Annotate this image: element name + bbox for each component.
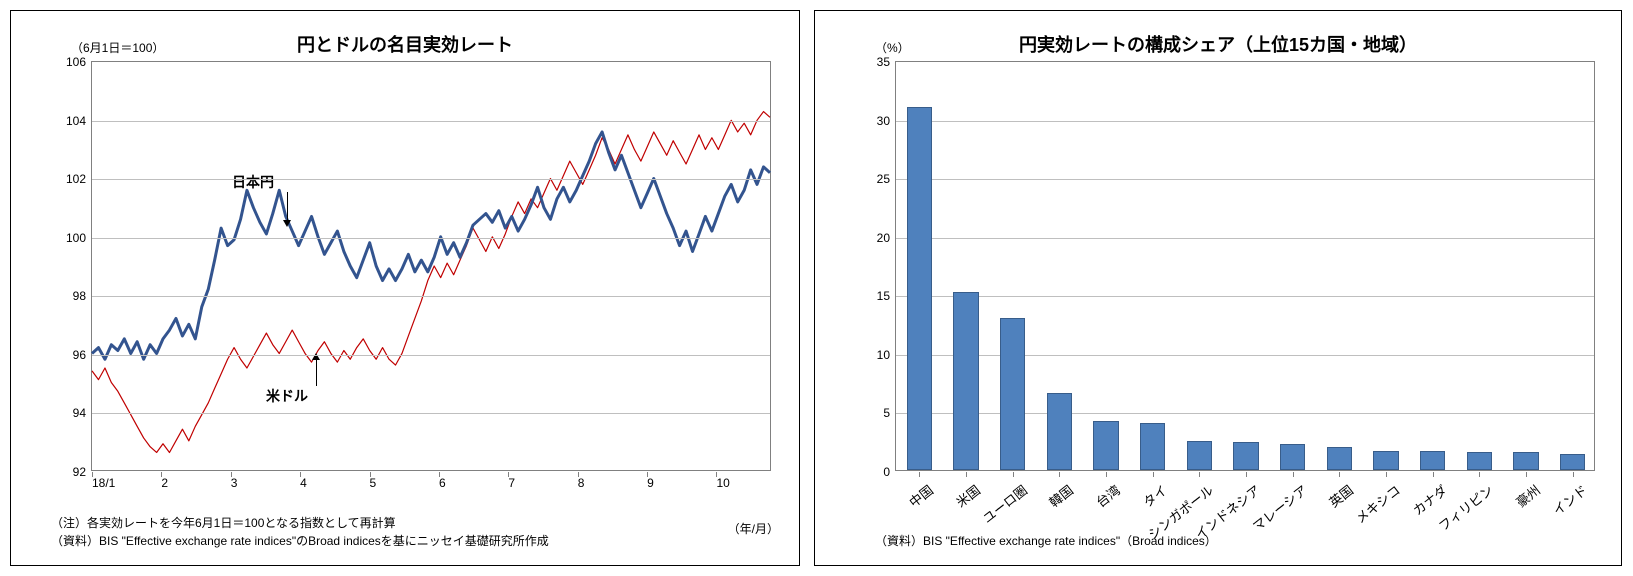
usd-series-label: 米ドル: [266, 386, 308, 406]
ytick-label: 25: [877, 172, 896, 186]
bar: [1513, 452, 1539, 470]
bar: [1560, 454, 1586, 470]
ytick-label: 5: [883, 406, 896, 420]
xtick-mark: [1199, 472, 1200, 477]
ytick-label: 104: [66, 114, 92, 128]
xtick-mark: [1573, 472, 1574, 477]
gridline: [92, 238, 770, 239]
right-note: （資料）BIS "Effective exchange rate indices…: [875, 532, 1217, 549]
left-panel: 円とドルの名目実効レート （6月1日＝100） 日本円 米ドル 92949698…: [10, 10, 800, 566]
gridline: [92, 121, 770, 122]
xtick-mark: [1479, 472, 1480, 477]
xtick-label: 8: [578, 472, 585, 490]
bar: [1280, 444, 1306, 470]
xtick-mark: [1433, 472, 1434, 477]
gridline: [92, 296, 770, 297]
xtick-label: 5: [370, 472, 377, 490]
ytick-label: 92: [73, 465, 92, 479]
panel-container: 円とドルの名目実効レート （6月1日＝100） 日本円 米ドル 92949698…: [10, 10, 1623, 566]
bar: [1047, 393, 1073, 470]
xtick-mark: [1246, 472, 1247, 477]
left-note2: （資料）BIS "Effective exchange rate indices…: [51, 532, 549, 549]
xtick-mark: [1153, 472, 1154, 477]
ytick-label: 106: [66, 55, 92, 69]
jpy-arrow: [287, 192, 288, 220]
gridline: [92, 413, 770, 414]
ytick-label: 96: [73, 348, 92, 362]
xtick-mark: [919, 472, 920, 477]
ytick-label: 102: [66, 172, 92, 186]
xtick-mark: [1339, 472, 1340, 477]
usd-line: [92, 112, 770, 453]
ytick-label: 20: [877, 231, 896, 245]
xtick-label: 4: [300, 472, 307, 490]
bar: [1093, 421, 1119, 470]
xtick-label: 7: [508, 472, 515, 490]
bar: [1187, 441, 1213, 470]
bar: [1233, 442, 1259, 470]
left-plot-area: 日本円 米ドル 9294969810010210410618/123456789…: [91, 61, 771, 471]
left-note1: （注）各実効レートを今年6月1日＝100となる指数として再計算: [51, 514, 396, 531]
ytick-label: 10: [877, 348, 896, 362]
xtick-mark: [1059, 472, 1060, 477]
left-unit-label: （6月1日＝100）: [71, 39, 164, 56]
right-panel: 円実効レートの構成シェア（上位15カ国・地域） （%） 051015202530…: [814, 10, 1622, 566]
gridline: [896, 121, 1594, 122]
bar: [1327, 447, 1353, 470]
jpy-series-label: 日本円: [232, 172, 274, 192]
xtick-label: 2: [161, 472, 168, 490]
ytick-label: 100: [66, 231, 92, 245]
xtick-label: 18/1: [92, 472, 115, 490]
ytick-label: 15: [877, 289, 896, 303]
bar: [1373, 451, 1399, 470]
gridline: [92, 179, 770, 180]
right-plot-area: 05101520253035中国米国ユーロ圏韓国台湾タイシンガポールインドネシア…: [895, 61, 1595, 471]
xtick-label: 3: [231, 472, 238, 490]
xtick-mark: [1386, 472, 1387, 477]
ytick-label: 98: [73, 289, 92, 303]
right-unit-label: （%）: [875, 39, 910, 56]
ytick-label: 30: [877, 114, 896, 128]
xtick-mark: [1106, 472, 1107, 477]
xtick-label: 9: [647, 472, 654, 490]
xtick-mark: [1013, 472, 1014, 477]
bar: [1420, 451, 1446, 470]
left-chart-title: 円とドルの名目実効レート: [297, 31, 513, 57]
bar: [1467, 452, 1493, 470]
right-chart-title: 円実効レートの構成シェア（上位15カ国・地域）: [1019, 31, 1417, 57]
xtick-mark: [1293, 472, 1294, 477]
gridline: [896, 179, 1594, 180]
gridline: [896, 238, 1594, 239]
bar: [907, 107, 933, 470]
bar: [1140, 423, 1166, 470]
left-xaxis-label: （年/月）: [728, 520, 779, 537]
bar: [953, 292, 979, 470]
bar: [1000, 318, 1026, 470]
usd-arrow: [316, 360, 317, 386]
xtick-label: 10: [716, 472, 729, 490]
ytick-label: 35: [877, 55, 896, 69]
xtick-label: 6: [439, 472, 446, 490]
left-line-svg: [92, 62, 770, 470]
ytick-label: 94: [73, 406, 92, 420]
xtick-mark: [1526, 472, 1527, 477]
xtick-mark: [966, 472, 967, 477]
jpy-arrow-head-icon: [283, 220, 291, 227]
jpy-line: [92, 132, 770, 359]
ytick-label: 0: [883, 465, 896, 479]
gridline: [896, 296, 1594, 297]
gridline: [92, 355, 770, 356]
